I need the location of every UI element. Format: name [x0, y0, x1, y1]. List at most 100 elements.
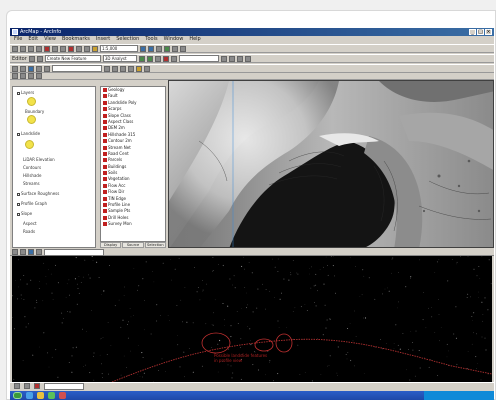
list-item[interactable]: Drill Holes: [101, 215, 165, 221]
fixed-zoom-out-icon[interactable]: [112, 65, 118, 72]
transparency-icon[interactable]: [36, 73, 42, 79]
start-button[interactable]: [13, 392, 22, 399]
map-scale-field[interactable]: 1:5,000: [100, 45, 138, 52]
draw-icon[interactable]: [14, 383, 20, 389]
list-item[interactable]: Hillshade 315: [101, 132, 165, 138]
tab-selection[interactable]: Selection: [144, 242, 166, 248]
list-item[interactable]: Flow Dir: [101, 189, 165, 195]
profile-zoom-icon[interactable]: [12, 249, 18, 255]
folder-icon[interactable]: [37, 392, 44, 399]
list-item[interactable]: Fault: [101, 93, 165, 99]
paste-icon[interactable]: [60, 45, 66, 52]
copy-icon[interactable]: [52, 45, 58, 52]
identify-tool-icon[interactable]: [28, 65, 34, 72]
zoom-out-icon[interactable]: [236, 55, 243, 62]
menu-view[interactable]: View: [44, 36, 56, 42]
profile-select-icon[interactable]: [28, 249, 34, 255]
help-icon[interactable]: [164, 45, 170, 52]
swipe-icon[interactable]: [136, 65, 142, 72]
toc-item[interactable]: Aspect: [23, 221, 37, 226]
interpolate-line-icon[interactable]: [162, 55, 169, 62]
list-item[interactable]: Geology: [101, 87, 165, 93]
sketch-tool-icon[interactable]: [36, 55, 43, 62]
list-item[interactable]: Profile Line: [101, 202, 165, 208]
toc-item[interactable]: Layers: [17, 90, 34, 95]
profile-pan-icon[interactable]: [20, 249, 26, 255]
toc-item[interactable]: Roads: [23, 229, 36, 234]
menu-edit[interactable]: Edit: [28, 36, 39, 42]
editor-toolbar-icon[interactable]: [140, 45, 146, 52]
pan-icon[interactable]: [220, 55, 227, 62]
toc-item[interactable]: Profile Graph: [17, 201, 47, 206]
list-item[interactable]: Vegetation: [101, 176, 165, 182]
list-item[interactable]: Road Cent: [101, 151, 165, 157]
ie-icon[interactable]: [26, 392, 33, 399]
tab-display[interactable]: Display: [100, 242, 122, 248]
list-item[interactable]: DEM 2m: [101, 125, 165, 131]
layer-effects-icon[interactable]: [12, 73, 18, 79]
list-item[interactable]: Contour 2m: [101, 138, 165, 144]
minimize-icon[interactable]: _: [469, 29, 476, 35]
new-icon[interactable]: [12, 45, 18, 52]
text-icon[interactable]: [34, 383, 40, 389]
map-view[interactable]: [168, 80, 494, 248]
steepest-path-icon[interactable]: [154, 55, 161, 62]
edit-tool-icon[interactable]: [28, 55, 35, 62]
layer-dropdown[interactable]: [178, 55, 219, 62]
pointer-icon[interactable]: [24, 383, 30, 389]
target-dropdown[interactable]: 3D Analyst: [102, 55, 137, 62]
create-profile-graph-icon[interactable]: [170, 55, 177, 62]
list-item[interactable]: Slope Class: [101, 113, 165, 119]
forward-extent-icon[interactable]: [128, 65, 134, 72]
identify-icon[interactable]: [172, 45, 178, 52]
toc-item[interactable]: Contours: [23, 165, 42, 170]
redo-icon[interactable]: [84, 45, 90, 52]
contour-icon[interactable]: [146, 55, 153, 62]
toc-item[interactable]: Hillshade: [23, 173, 42, 178]
toc-item[interactable]: Slope: [17, 211, 32, 216]
list-item[interactable]: TIN Edge: [101, 196, 165, 202]
arcmap-task-icon[interactable]: [59, 392, 66, 399]
app-icon[interactable]: [48, 392, 55, 399]
toc-item[interactable]: Surface Roughness: [17, 191, 59, 196]
arctoolbox-icon[interactable]: [148, 45, 154, 52]
back-extent-icon[interactable]: [120, 65, 126, 72]
measure-icon[interactable]: [36, 65, 42, 72]
task-dropdown[interactable]: Create New Feature: [44, 55, 101, 62]
list-item[interactable]: Stream Net: [101, 145, 165, 151]
menu-selection[interactable]: Selection: [116, 36, 140, 42]
tab-source[interactable]: Source: [122, 242, 144, 248]
list-item[interactable]: Survey Mon: [101, 221, 165, 227]
font-dropdown[interactable]: [44, 382, 84, 390]
toc-item[interactable]: Landslide: [17, 131, 40, 136]
full-extent-icon[interactable]: [244, 55, 251, 62]
cut-icon[interactable]: [44, 45, 50, 52]
georeferencing-dropdown[interactable]: [52, 65, 102, 72]
toc-item[interactable]: LiDAR Elevation: [23, 157, 55, 162]
profile-layer-dropdown[interactable]: [44, 248, 104, 256]
toc-item[interactable]: Boundary: [25, 109, 45, 114]
menu-tools[interactable]: Tools: [145, 36, 158, 42]
list-item[interactable]: Flow Acc: [101, 183, 165, 189]
flicker-icon[interactable]: [144, 65, 150, 72]
raster-icon[interactable]: [138, 55, 145, 62]
list-item[interactable]: Soils: [101, 170, 165, 176]
menu-file[interactable]: File: [14, 36, 23, 42]
close-icon[interactable]: ×: [485, 29, 492, 35]
profile-view[interactable]: Possible landslide features in profile v…: [12, 256, 492, 382]
select-elements-icon[interactable]: [20, 65, 26, 72]
list-item[interactable]: Scarps: [101, 106, 165, 112]
add-data-icon[interactable]: [92, 45, 98, 52]
menu-insert[interactable]: Insert: [95, 36, 111, 42]
open-icon[interactable]: [20, 45, 26, 52]
editor-menu-label[interactable]: Editor: [12, 55, 27, 62]
profile-measure-icon[interactable]: [36, 249, 42, 255]
list-item[interactable]: Aspect Class: [101, 119, 165, 125]
maximize-icon[interactable]: □: [477, 29, 484, 35]
contrast-icon[interactable]: [20, 73, 26, 79]
save-icon[interactable]: [28, 45, 34, 52]
fixed-zoom-in-icon[interactable]: [104, 65, 110, 72]
undo-icon[interactable]: [76, 45, 82, 52]
select-features-icon[interactable]: [12, 65, 18, 72]
toc-item[interactable]: Streams: [23, 181, 40, 186]
